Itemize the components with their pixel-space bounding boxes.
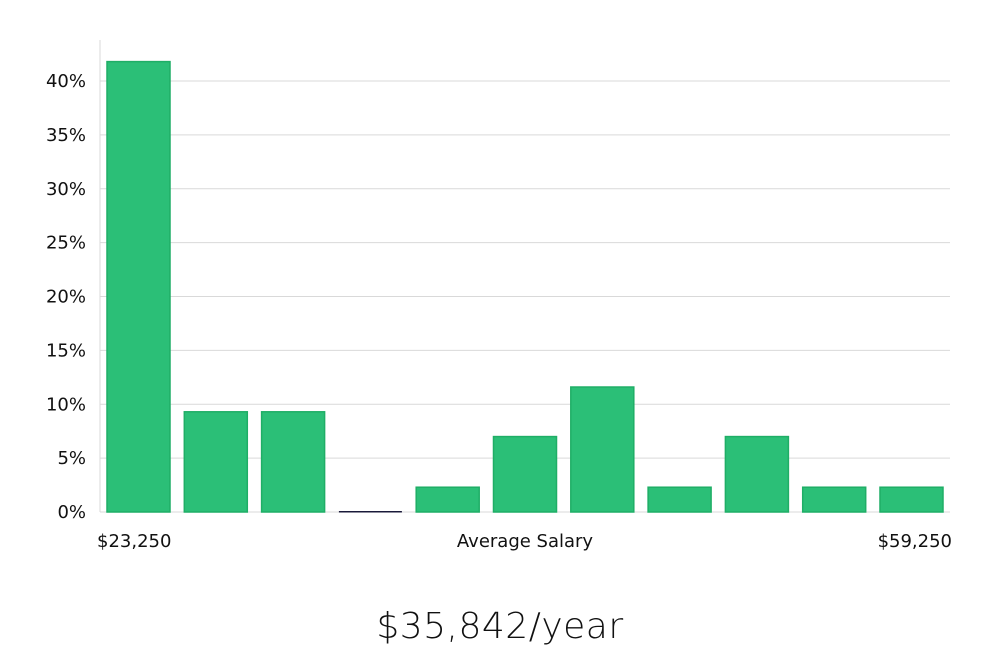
y-tick-label: 15% <box>46 340 86 361</box>
histogram-bar <box>492 435 558 513</box>
y-tick-label: 0% <box>57 502 86 523</box>
x-min-label: $23,250 <box>97 531 171 552</box>
histogram-bar <box>338 511 402 513</box>
y-tick-label: 20% <box>46 287 86 308</box>
histogram-bar <box>183 411 249 513</box>
y-axis: 0% 5% 10% 15% 20% 25% 30% 35% 40% <box>46 71 86 523</box>
bars <box>106 60 944 513</box>
histogram-bar <box>106 60 171 513</box>
x-axis-label: Average Salary <box>457 531 594 552</box>
histogram-bar <box>260 411 326 513</box>
average-salary: $35,842/year <box>376 606 624 647</box>
salary-histogram: 0% 5% 10% 15% 20% 25% 30% 35% 40% $23,250 Averag… <box>46 40 952 552</box>
histogram-bar <box>415 486 480 513</box>
histogram-bar <box>570 386 635 513</box>
histogram-bar <box>724 435 790 513</box>
histogram-bar <box>647 486 712 513</box>
histogram-bar <box>801 486 867 513</box>
y-tick-label: 25% <box>46 233 86 254</box>
y-tick-label: 10% <box>46 394 86 415</box>
y-tick-label: 35% <box>46 125 86 146</box>
y-tick-label: 30% <box>46 179 86 200</box>
histogram-bar <box>879 486 944 513</box>
y-tick-label: 5% <box>57 448 86 469</box>
y-tick-label: 40% <box>46 71 86 92</box>
x-max-label: $59,250 <box>878 531 952 552</box>
